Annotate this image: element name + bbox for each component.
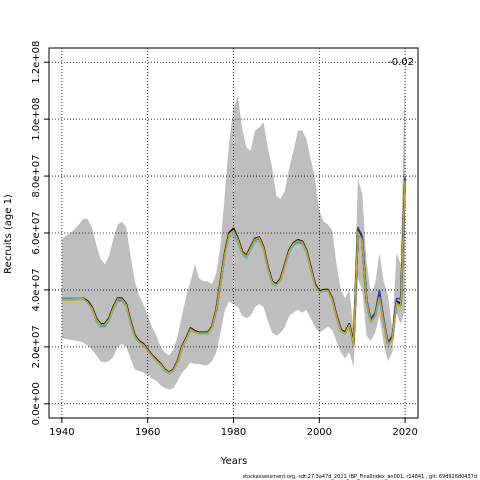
x-tick-label: 1980 [221,427,246,438]
footer-text: stockassessment.org, sdt:27.3a47d_2021_I… [242,474,477,480]
x-tick-label: 1940 [49,427,74,438]
y-tick-label: 0.0e+00 [31,382,42,425]
corner-annotation: -0.02 [388,57,414,68]
y-tick-label: 1.0e+08 [31,98,42,141]
y-axis: 0.0e+00 2.0e+07 4.0e+07 6.0e+07 8.0e+07 1.0e+… [31,41,49,425]
y-tick-label: 4.0e+07 [31,268,42,311]
x-tick-label: 1960 [135,427,160,438]
x-tick-label: 2020 [392,427,417,438]
y-tick-label: 6.0e+07 [31,211,42,254]
x-axis: 1940 1960 1980 2000 2020 [49,418,418,438]
y-axis-title: Recruits (age 1) [3,194,14,274]
y-tick-label: 1.2e+08 [31,41,42,84]
y-tick-label: 2.0e+07 [31,325,42,368]
x-axis-title: Years [220,456,247,467]
series-line-5 [61,180,406,374]
y-tick-label: 8.0e+07 [31,154,42,197]
series-layer [61,176,407,375]
x-tick-label: 2000 [307,427,332,438]
